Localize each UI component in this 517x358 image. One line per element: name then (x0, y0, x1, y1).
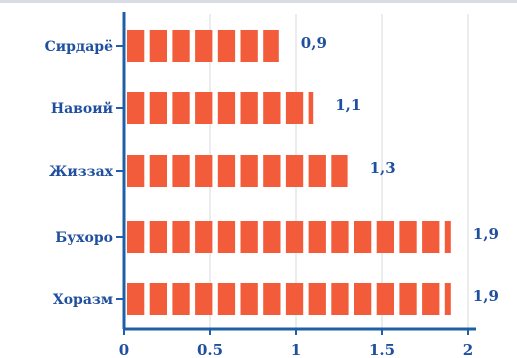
bar-segment (354, 221, 372, 253)
bar-segment (195, 30, 213, 62)
bar (127, 30, 279, 62)
bar-segment (195, 92, 213, 124)
bar-segment (376, 283, 394, 315)
bar-segment (195, 155, 213, 187)
bar-segment (308, 155, 326, 187)
bar-segment (263, 155, 281, 187)
bar-segment (444, 221, 451, 253)
bar-segment (240, 92, 258, 124)
x-tick-label: 0 (119, 341, 129, 358)
bar-segment (240, 283, 258, 315)
bar-segment (217, 283, 236, 315)
value-label: 1,1 (335, 96, 361, 114)
bar-segment (240, 30, 258, 62)
x-tick-label: 0.5 (197, 341, 223, 358)
x-tick-label: 2 (463, 341, 473, 358)
bar-segment (444, 283, 451, 315)
bar-segment (354, 283, 372, 315)
bar-segment (172, 283, 190, 315)
bar-segment (127, 155, 145, 187)
bar-segment (422, 283, 440, 315)
bar (127, 283, 451, 315)
bar-segment (399, 283, 417, 315)
bar-segment (331, 155, 348, 187)
bar-segment (217, 155, 236, 187)
bar (127, 155, 348, 187)
bar-segment (308, 221, 326, 253)
bar (127, 221, 451, 253)
bar-segment (149, 155, 167, 187)
bar-segment (263, 92, 281, 124)
bar-segment (149, 30, 167, 62)
bar-segment (195, 283, 213, 315)
bar-segment (127, 283, 145, 315)
bar-segment (399, 221, 417, 253)
bar-segment (149, 283, 167, 315)
category-label: Жиззах (49, 164, 114, 180)
bar-segment (172, 155, 190, 187)
bar-segment (285, 221, 304, 253)
bar-segment (217, 30, 236, 62)
value-label: 1,3 (370, 159, 396, 177)
bar-segment (422, 221, 440, 253)
category-label: Сирдарё (45, 39, 114, 55)
category-label: Бухоро (55, 230, 113, 246)
bar-segment (127, 221, 145, 253)
x-tick-label: 1 (291, 341, 301, 358)
bar-segment (331, 221, 349, 253)
bar-segment (285, 155, 304, 187)
bar-segment (285, 92, 304, 124)
bar-segment (240, 221, 258, 253)
x-tick-label: 1.5 (369, 341, 395, 358)
bar-segment (217, 92, 236, 124)
bar-segment (308, 283, 326, 315)
value-label: 0,9 (301, 34, 327, 52)
bar-segment (263, 221, 281, 253)
bar-segment (172, 92, 190, 124)
bar-segment (127, 92, 145, 124)
bar-segment (285, 283, 304, 315)
bar-segment (149, 221, 167, 253)
bar-segment (240, 155, 258, 187)
bar-segment (263, 283, 281, 315)
category-label: Навоий (51, 100, 113, 117)
bar-segment (172, 221, 190, 253)
bar (127, 92, 314, 124)
bar-segment (263, 30, 279, 62)
bar-segment (127, 30, 145, 62)
bar-segment (195, 221, 213, 253)
bar-segment (308, 92, 314, 124)
category-label: Хоразм (53, 292, 113, 308)
value-label: 1,9 (473, 287, 499, 305)
top-divider (0, 0, 517, 3)
value-label: 1,9 (473, 225, 499, 243)
bar-segment (376, 221, 394, 253)
bar-segment (149, 92, 167, 124)
bar-segment (217, 221, 236, 253)
bar-segment (172, 30, 190, 62)
bar-segment (331, 283, 349, 315)
